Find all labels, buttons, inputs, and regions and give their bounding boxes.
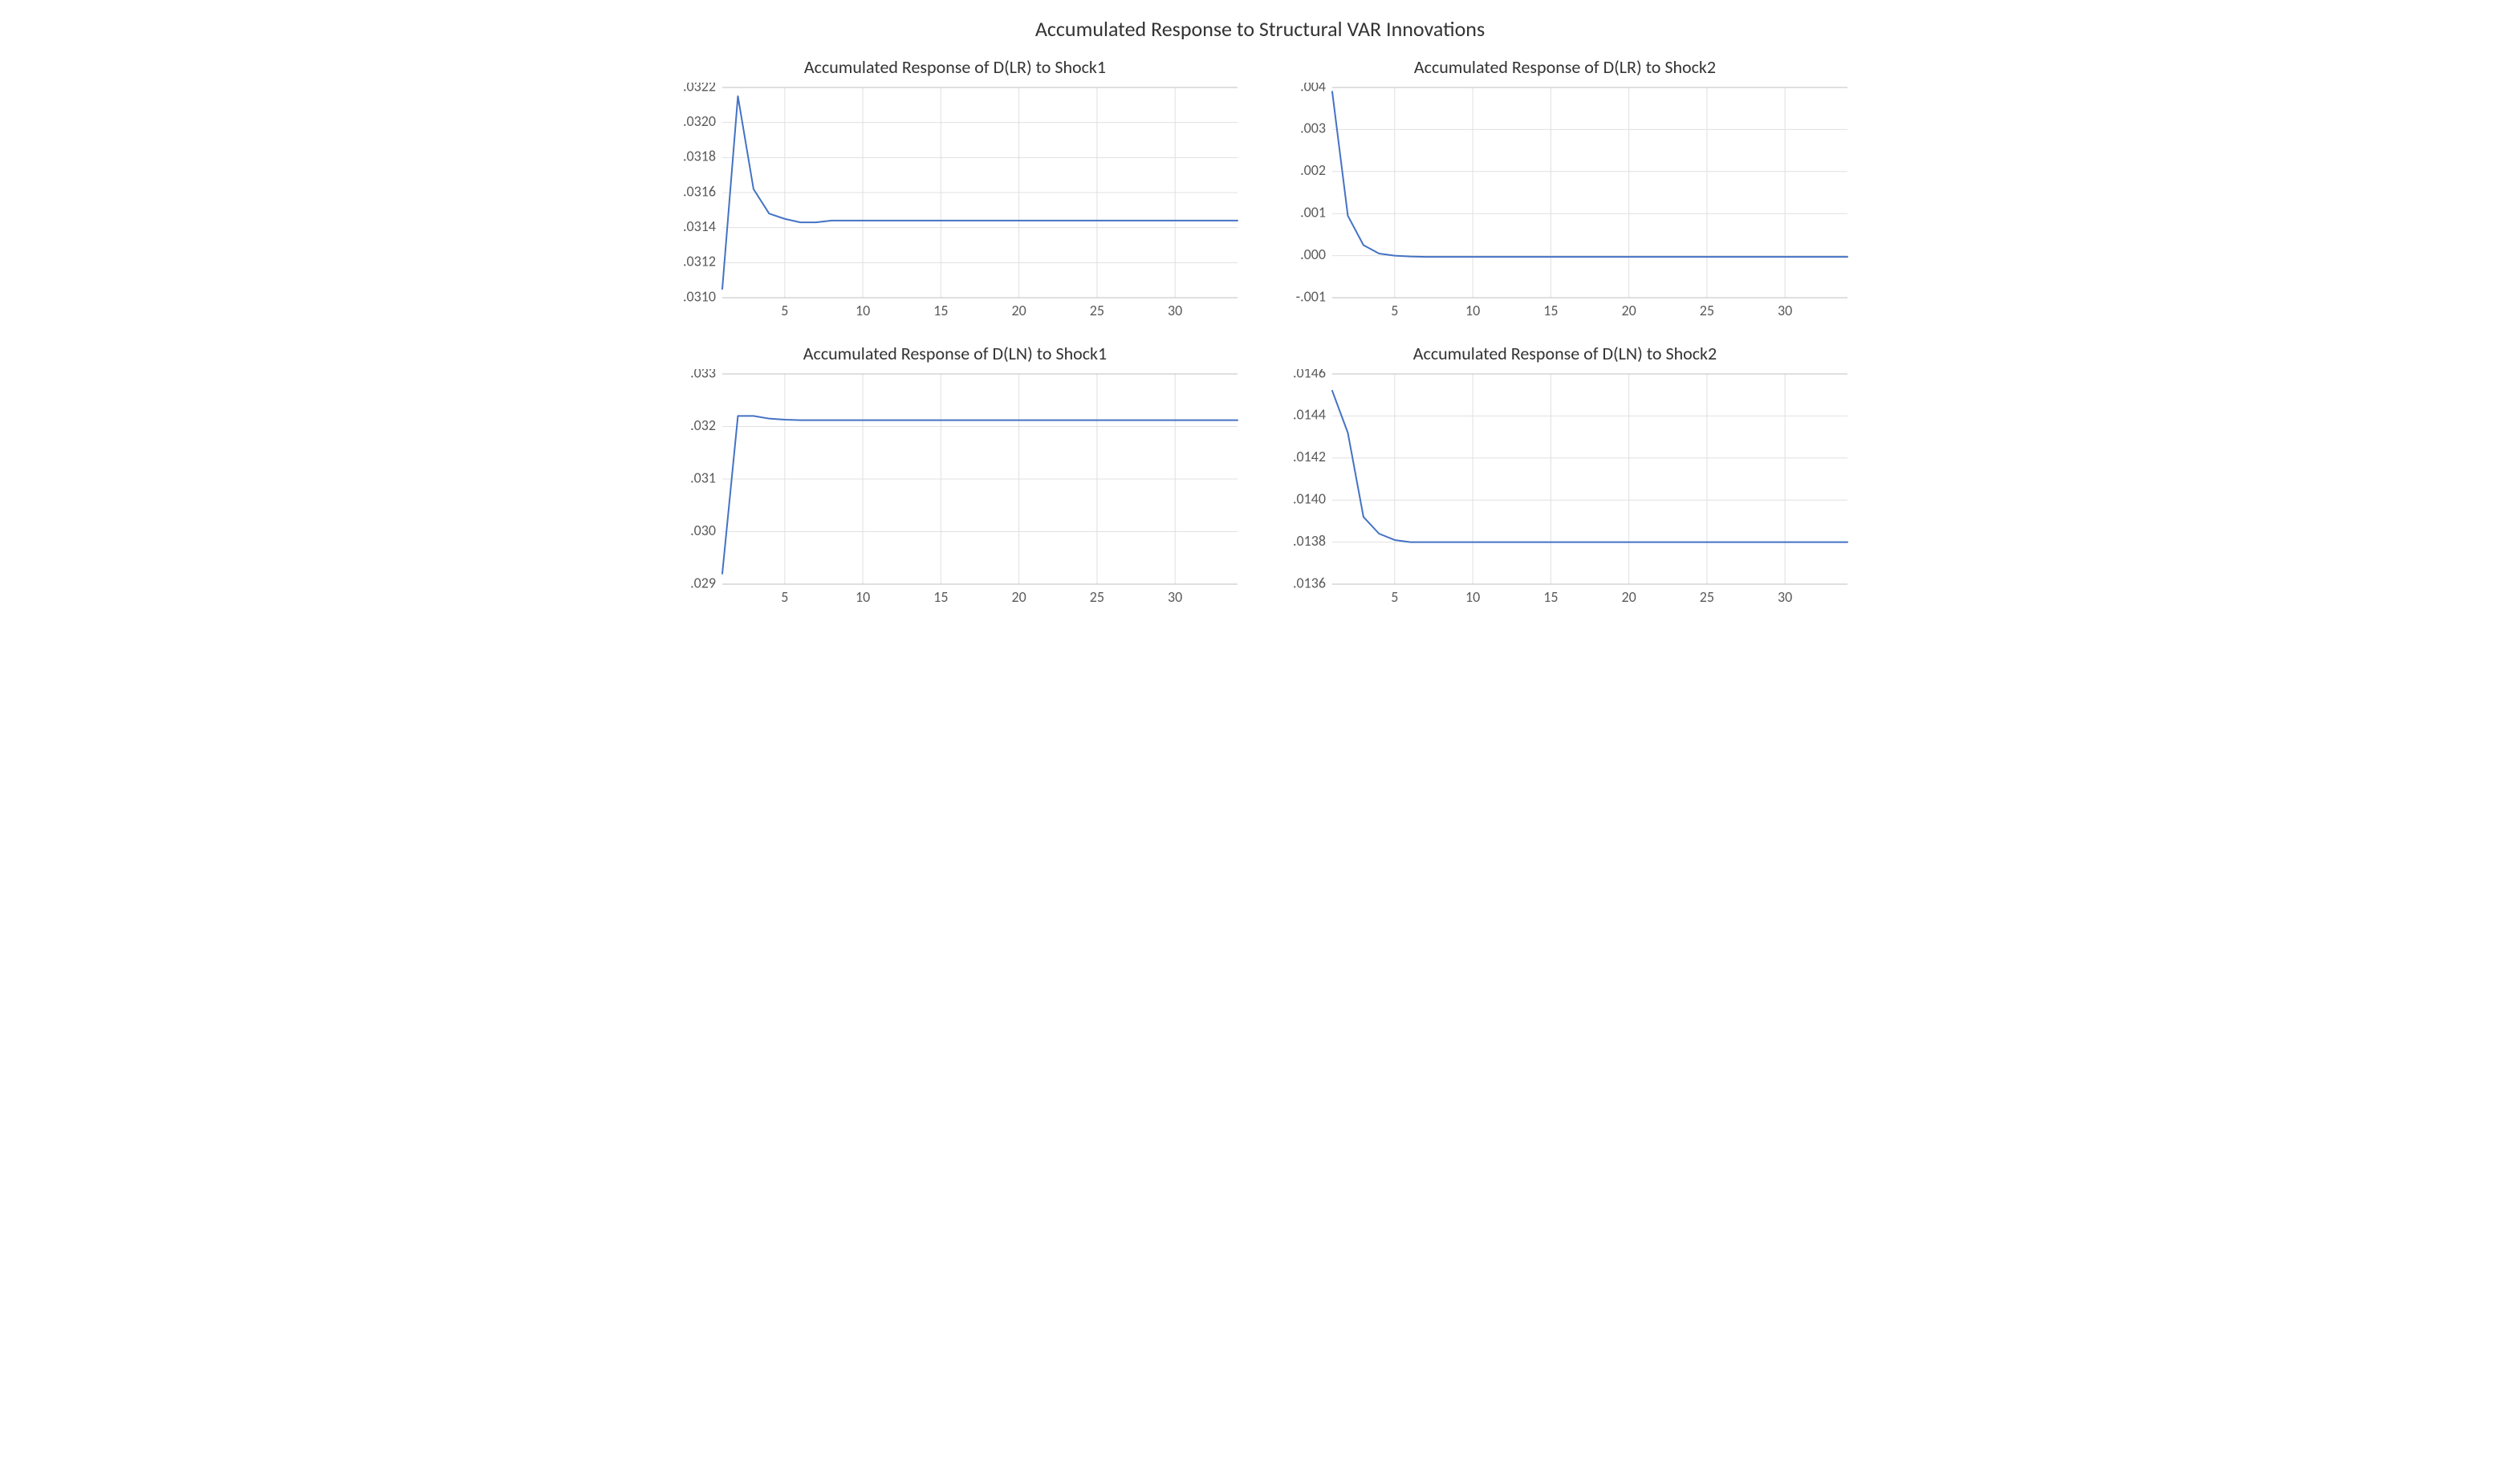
y-tick-label: .0316 (683, 182, 716, 200)
x-tick-label: 30 (1168, 588, 1182, 606)
x-tick-label: 30 (1168, 302, 1182, 319)
x-tick-label: 30 (1778, 302, 1792, 319)
series-line (1332, 91, 1847, 257)
x-tick-label: 5 (1391, 588, 1398, 606)
y-tick-label: .032 (690, 416, 716, 434)
y-tick-label: .0140 (1293, 489, 1326, 507)
y-tick-label: .029 (690, 574, 716, 591)
y-tick-label: .0310 (683, 287, 716, 305)
panel-2-svg: -.001 .000 .001 .002 .003 .004 5 10 15 20 25 30 (1276, 83, 1854, 323)
x-tick-label: 10 (1465, 302, 1480, 319)
x-tick-label: 20 (1012, 302, 1026, 319)
x-tick-label: 5 (781, 588, 788, 606)
x-tick-label: 30 (1778, 588, 1792, 606)
x-tick-label: 25 (1700, 588, 1714, 606)
panel-4-chart: .0136 .0138 .0140 .0142 .0144 .0146 5 10 15 20 25 3… (1276, 369, 1854, 610)
series-line (1332, 391, 1847, 542)
page-root: Accumulated Response to Structural VAR I… (658, 0, 1862, 618)
x-tick-label: 25 (1700, 302, 1714, 319)
panel-4-title: Accumulated Response of D(LN) to Shock2 (1276, 343, 1854, 364)
x-tick-label: 15 (933, 588, 948, 606)
y-tick-label: .0314 (683, 217, 716, 235)
panel-2-chart: -.001 .000 .001 .002 .003 .004 5 10 15 20 25 30 (1276, 83, 1854, 323)
panel-2-title: Accumulated Response of D(LR) to Shock2 (1276, 56, 1854, 78)
panel-4-svg: .0136 .0138 .0140 .0142 .0144 .0146 5 10 15 20 25 3… (1276, 369, 1854, 610)
x-tick-label: 10 (856, 302, 870, 319)
series-line (722, 416, 1238, 574)
y-tick-label: .031 (690, 469, 716, 486)
y-tick-label: .000 (1300, 246, 1326, 263)
y-tick-label: .030 (690, 522, 716, 539)
panel-4: Accumulated Response of D(LN) to Shock2 … (1276, 343, 1854, 610)
x-tick-label: 25 (1090, 588, 1104, 606)
x-tick-label: 10 (1465, 588, 1480, 606)
panel-2: Accumulated Response of D(LR) to Shock2 … (1276, 56, 1854, 323)
panel-1-svg: .0310 .0312 .0314 .0316 .0318 .0320 .0322 5 10 15… (666, 83, 1244, 323)
main-title: Accumulated Response to Structural VAR I… (666, 16, 1854, 42)
x-tick-label: 20 (1622, 302, 1636, 319)
x-tick-label: 15 (933, 302, 948, 319)
panel-grid: Accumulated Response of D(LR) to Shock1 … (666, 56, 1854, 610)
panel-1-title: Accumulated Response of D(LR) to Shock1 (666, 56, 1244, 78)
y-tick-label: .0144 (1293, 406, 1326, 424)
x-tick-label: 15 (1543, 302, 1558, 319)
y-tick-label: .0312 (683, 253, 716, 270)
x-tick-label: 15 (1543, 588, 1558, 606)
x-tick-label: 5 (781, 302, 788, 319)
panel-1-chart: .0310 .0312 .0314 .0316 .0318 .0320 .0322 5 10 15… (666, 83, 1244, 323)
y-tick-label: .0318 (683, 148, 716, 165)
y-tick-label: .0320 (683, 112, 716, 130)
panel-3-chart: .029 .030 .031 .032 .033 5 10 15 20 25 30 (666, 369, 1244, 610)
y-tick-label: .003 (1300, 120, 1326, 137)
y-tick-label: .033 (690, 369, 716, 381)
panel-3-svg: .029 .030 .031 .032 .033 5 10 15 20 25 30 (666, 369, 1244, 610)
y-tick-label: .001 (1300, 203, 1326, 221)
y-tick-label: .004 (1300, 83, 1326, 95)
y-tick-label: .0138 (1293, 532, 1326, 550)
y-tick-label: .0136 (1293, 574, 1326, 591)
y-tick-label: .0146 (1293, 369, 1326, 381)
x-tick-label: 25 (1090, 302, 1104, 319)
x-tick-label: 20 (1012, 588, 1026, 606)
panel-1: Accumulated Response of D(LR) to Shock1 … (666, 56, 1244, 323)
y-tick-label: .002 (1300, 161, 1326, 179)
y-tick-label: .0142 (1293, 448, 1326, 465)
x-tick-label: 20 (1622, 588, 1636, 606)
y-tick-label: .0322 (683, 83, 716, 95)
x-tick-label: 10 (856, 588, 870, 606)
x-tick-label: 5 (1391, 302, 1398, 319)
panel-3: Accumulated Response of D(LN) to Shock1 … (666, 343, 1244, 610)
y-tick-label: -.001 (1296, 287, 1326, 305)
panel-3-title: Accumulated Response of D(LN) to Shock1 (666, 343, 1244, 364)
